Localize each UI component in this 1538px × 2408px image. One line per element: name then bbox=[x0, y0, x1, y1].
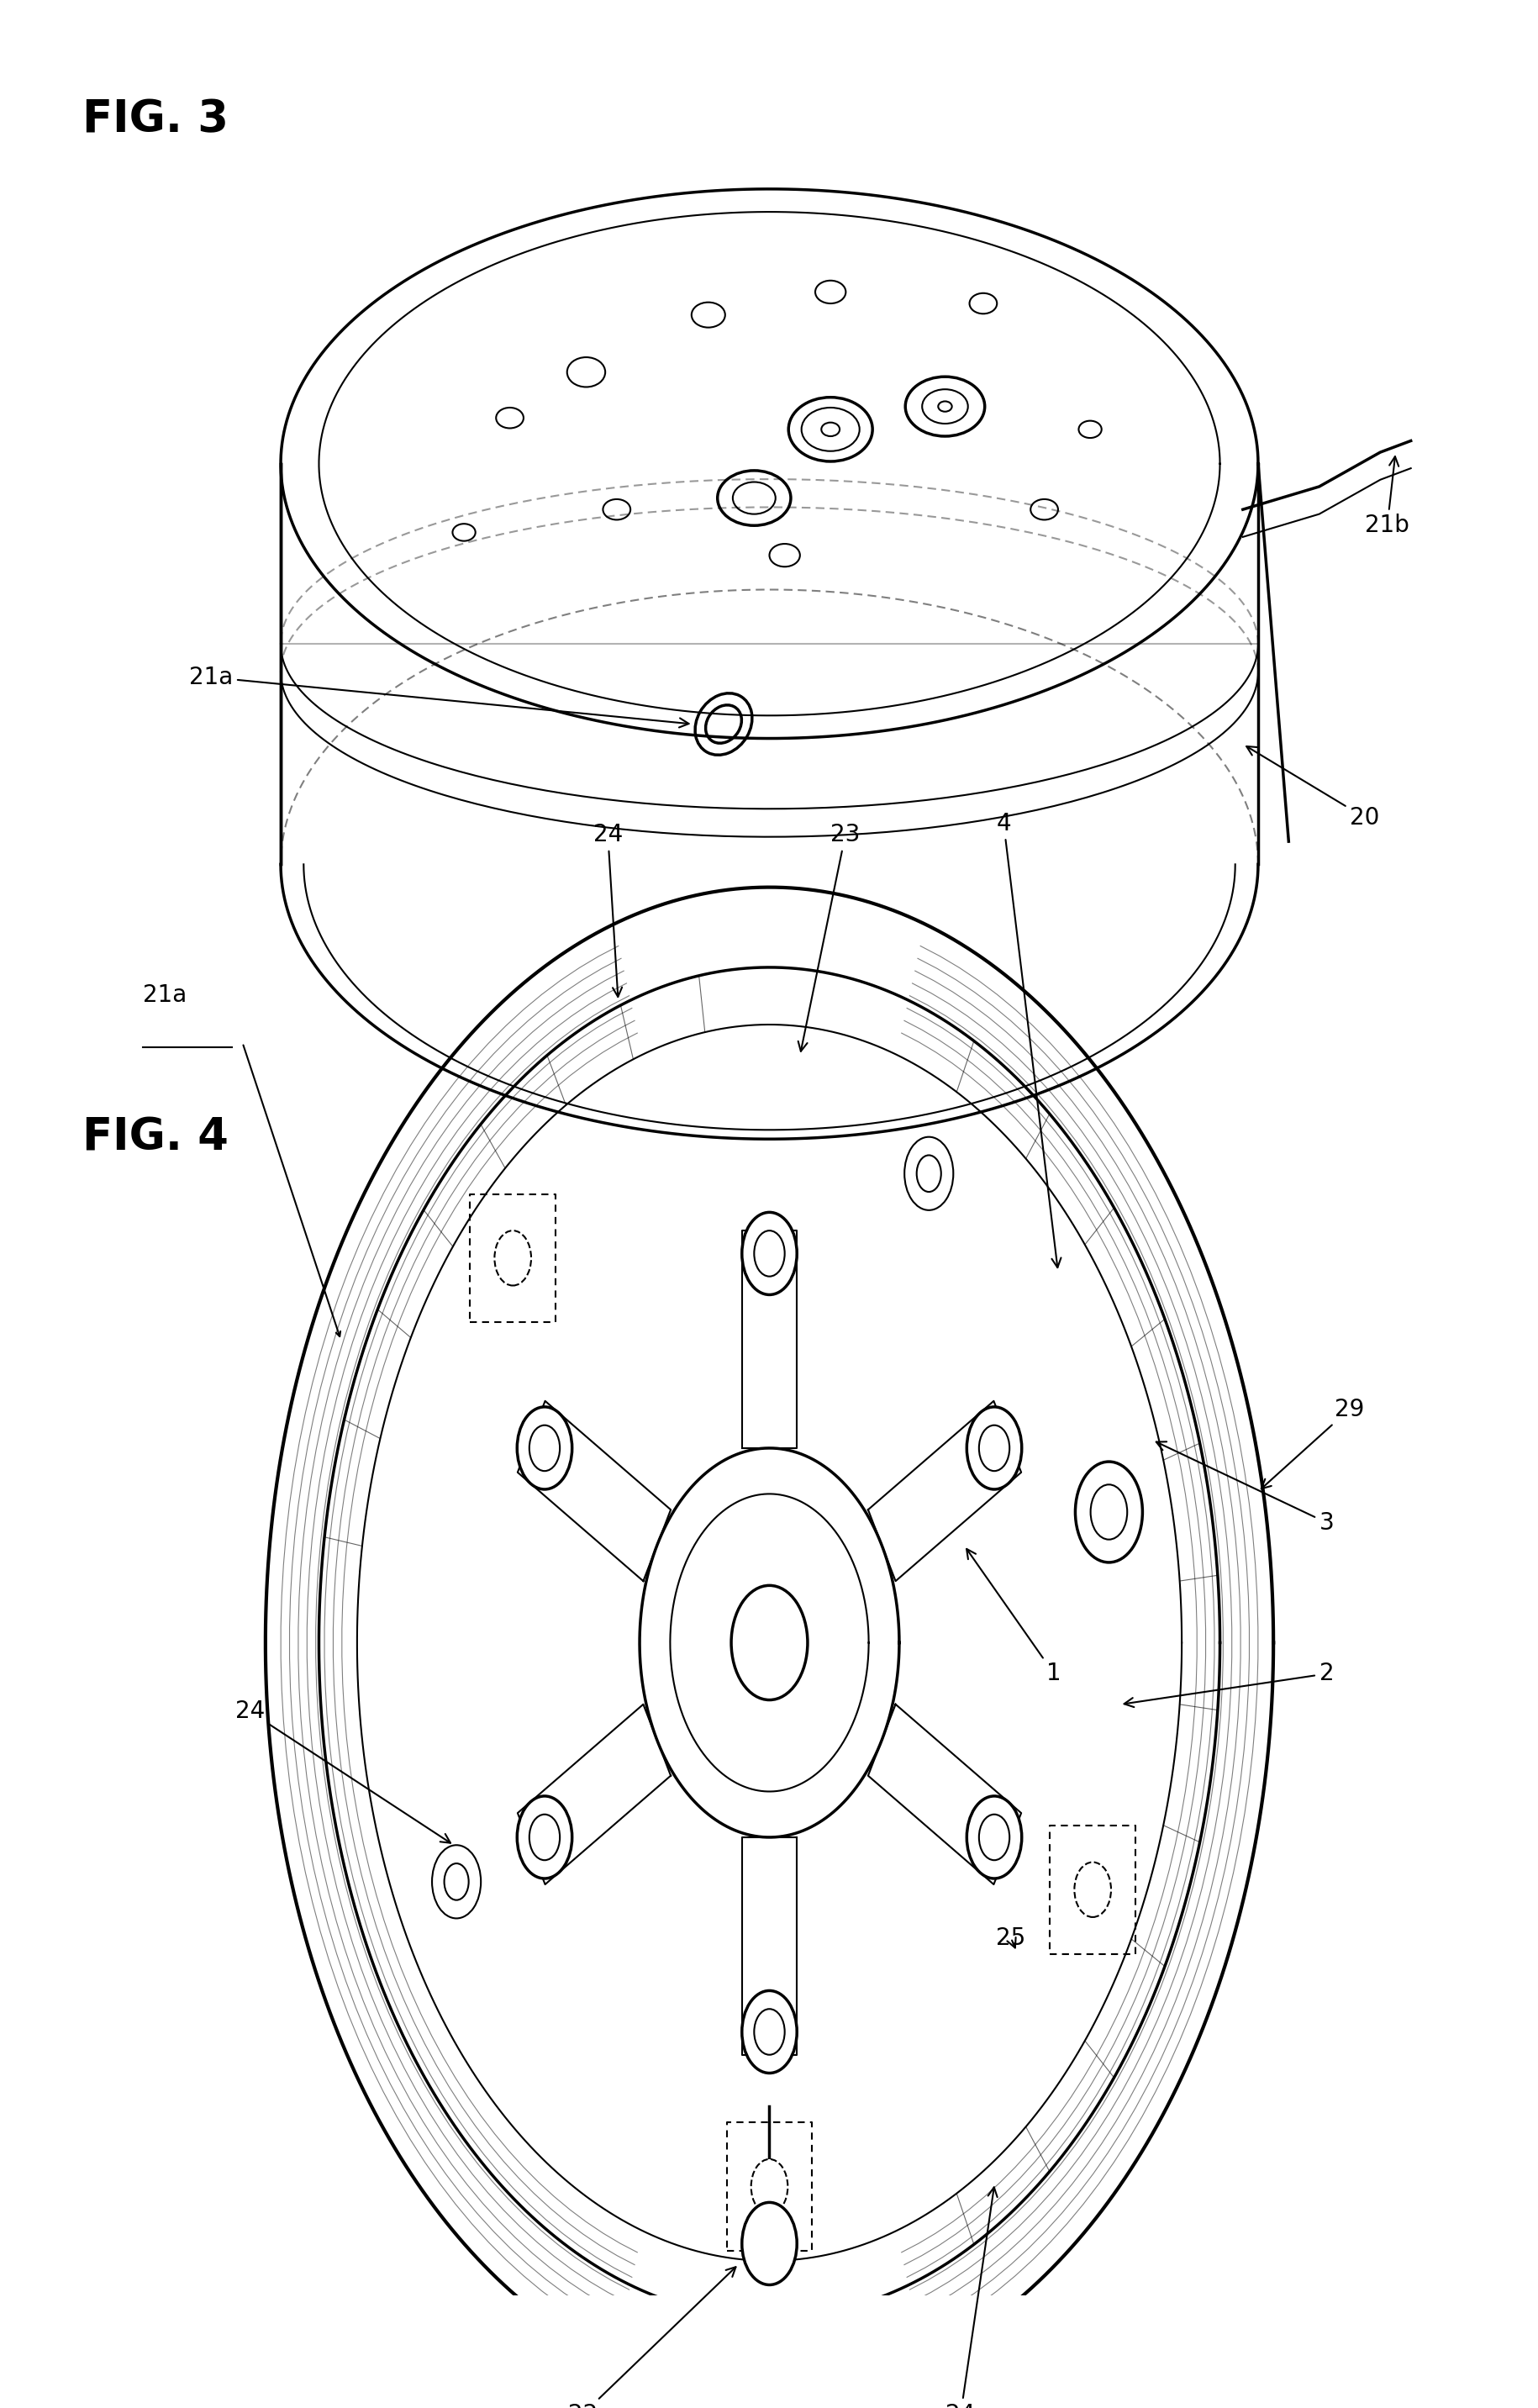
Circle shape bbox=[529, 1813, 560, 1859]
Text: 21a: 21a bbox=[143, 982, 188, 1007]
Text: 24: 24 bbox=[592, 824, 623, 997]
Circle shape bbox=[978, 1426, 1009, 1471]
Polygon shape bbox=[741, 1837, 797, 2054]
Circle shape bbox=[741, 2203, 797, 2285]
Circle shape bbox=[1074, 1861, 1110, 1917]
Circle shape bbox=[754, 2008, 784, 2054]
Text: 1: 1 bbox=[966, 1548, 1061, 1686]
Polygon shape bbox=[741, 1230, 797, 1447]
Text: 3: 3 bbox=[1155, 1442, 1333, 1534]
Text: 20: 20 bbox=[1246, 746, 1378, 828]
Polygon shape bbox=[867, 1401, 1021, 1582]
Circle shape bbox=[754, 1230, 784, 1276]
Polygon shape bbox=[867, 1705, 1021, 1885]
Circle shape bbox=[444, 1864, 469, 1900]
Text: 21b: 21b bbox=[1364, 458, 1409, 537]
Text: 23: 23 bbox=[798, 824, 860, 1052]
Text: 25: 25 bbox=[995, 1926, 1026, 1950]
Circle shape bbox=[741, 1991, 797, 2073]
Text: 24: 24 bbox=[946, 2186, 997, 2408]
Text: FIG. 3: FIG. 3 bbox=[82, 96, 228, 142]
Circle shape bbox=[966, 1796, 1021, 1878]
Circle shape bbox=[1075, 1462, 1141, 1563]
Circle shape bbox=[517, 1406, 572, 1488]
Polygon shape bbox=[517, 1705, 671, 1885]
Circle shape bbox=[731, 1584, 807, 1700]
Text: 22: 22 bbox=[568, 2266, 735, 2408]
Text: 2: 2 bbox=[1124, 1662, 1333, 1707]
Text: 24: 24 bbox=[235, 1700, 451, 1842]
Circle shape bbox=[529, 1426, 560, 1471]
Text: FIG. 4: FIG. 4 bbox=[82, 1117, 228, 1161]
Circle shape bbox=[494, 1230, 531, 1286]
Text: 21a: 21a bbox=[189, 665, 689, 727]
Circle shape bbox=[917, 1156, 941, 1192]
Circle shape bbox=[432, 1845, 481, 1919]
Circle shape bbox=[966, 1406, 1021, 1488]
Circle shape bbox=[751, 2160, 787, 2213]
Circle shape bbox=[517, 1796, 572, 1878]
Circle shape bbox=[1090, 1486, 1127, 1539]
Circle shape bbox=[978, 1813, 1009, 1859]
Polygon shape bbox=[517, 1401, 671, 1582]
Circle shape bbox=[904, 1137, 954, 1211]
Circle shape bbox=[741, 1211, 797, 1296]
Text: 29: 29 bbox=[1261, 1397, 1364, 1488]
Text: 4: 4 bbox=[995, 811, 1061, 1267]
